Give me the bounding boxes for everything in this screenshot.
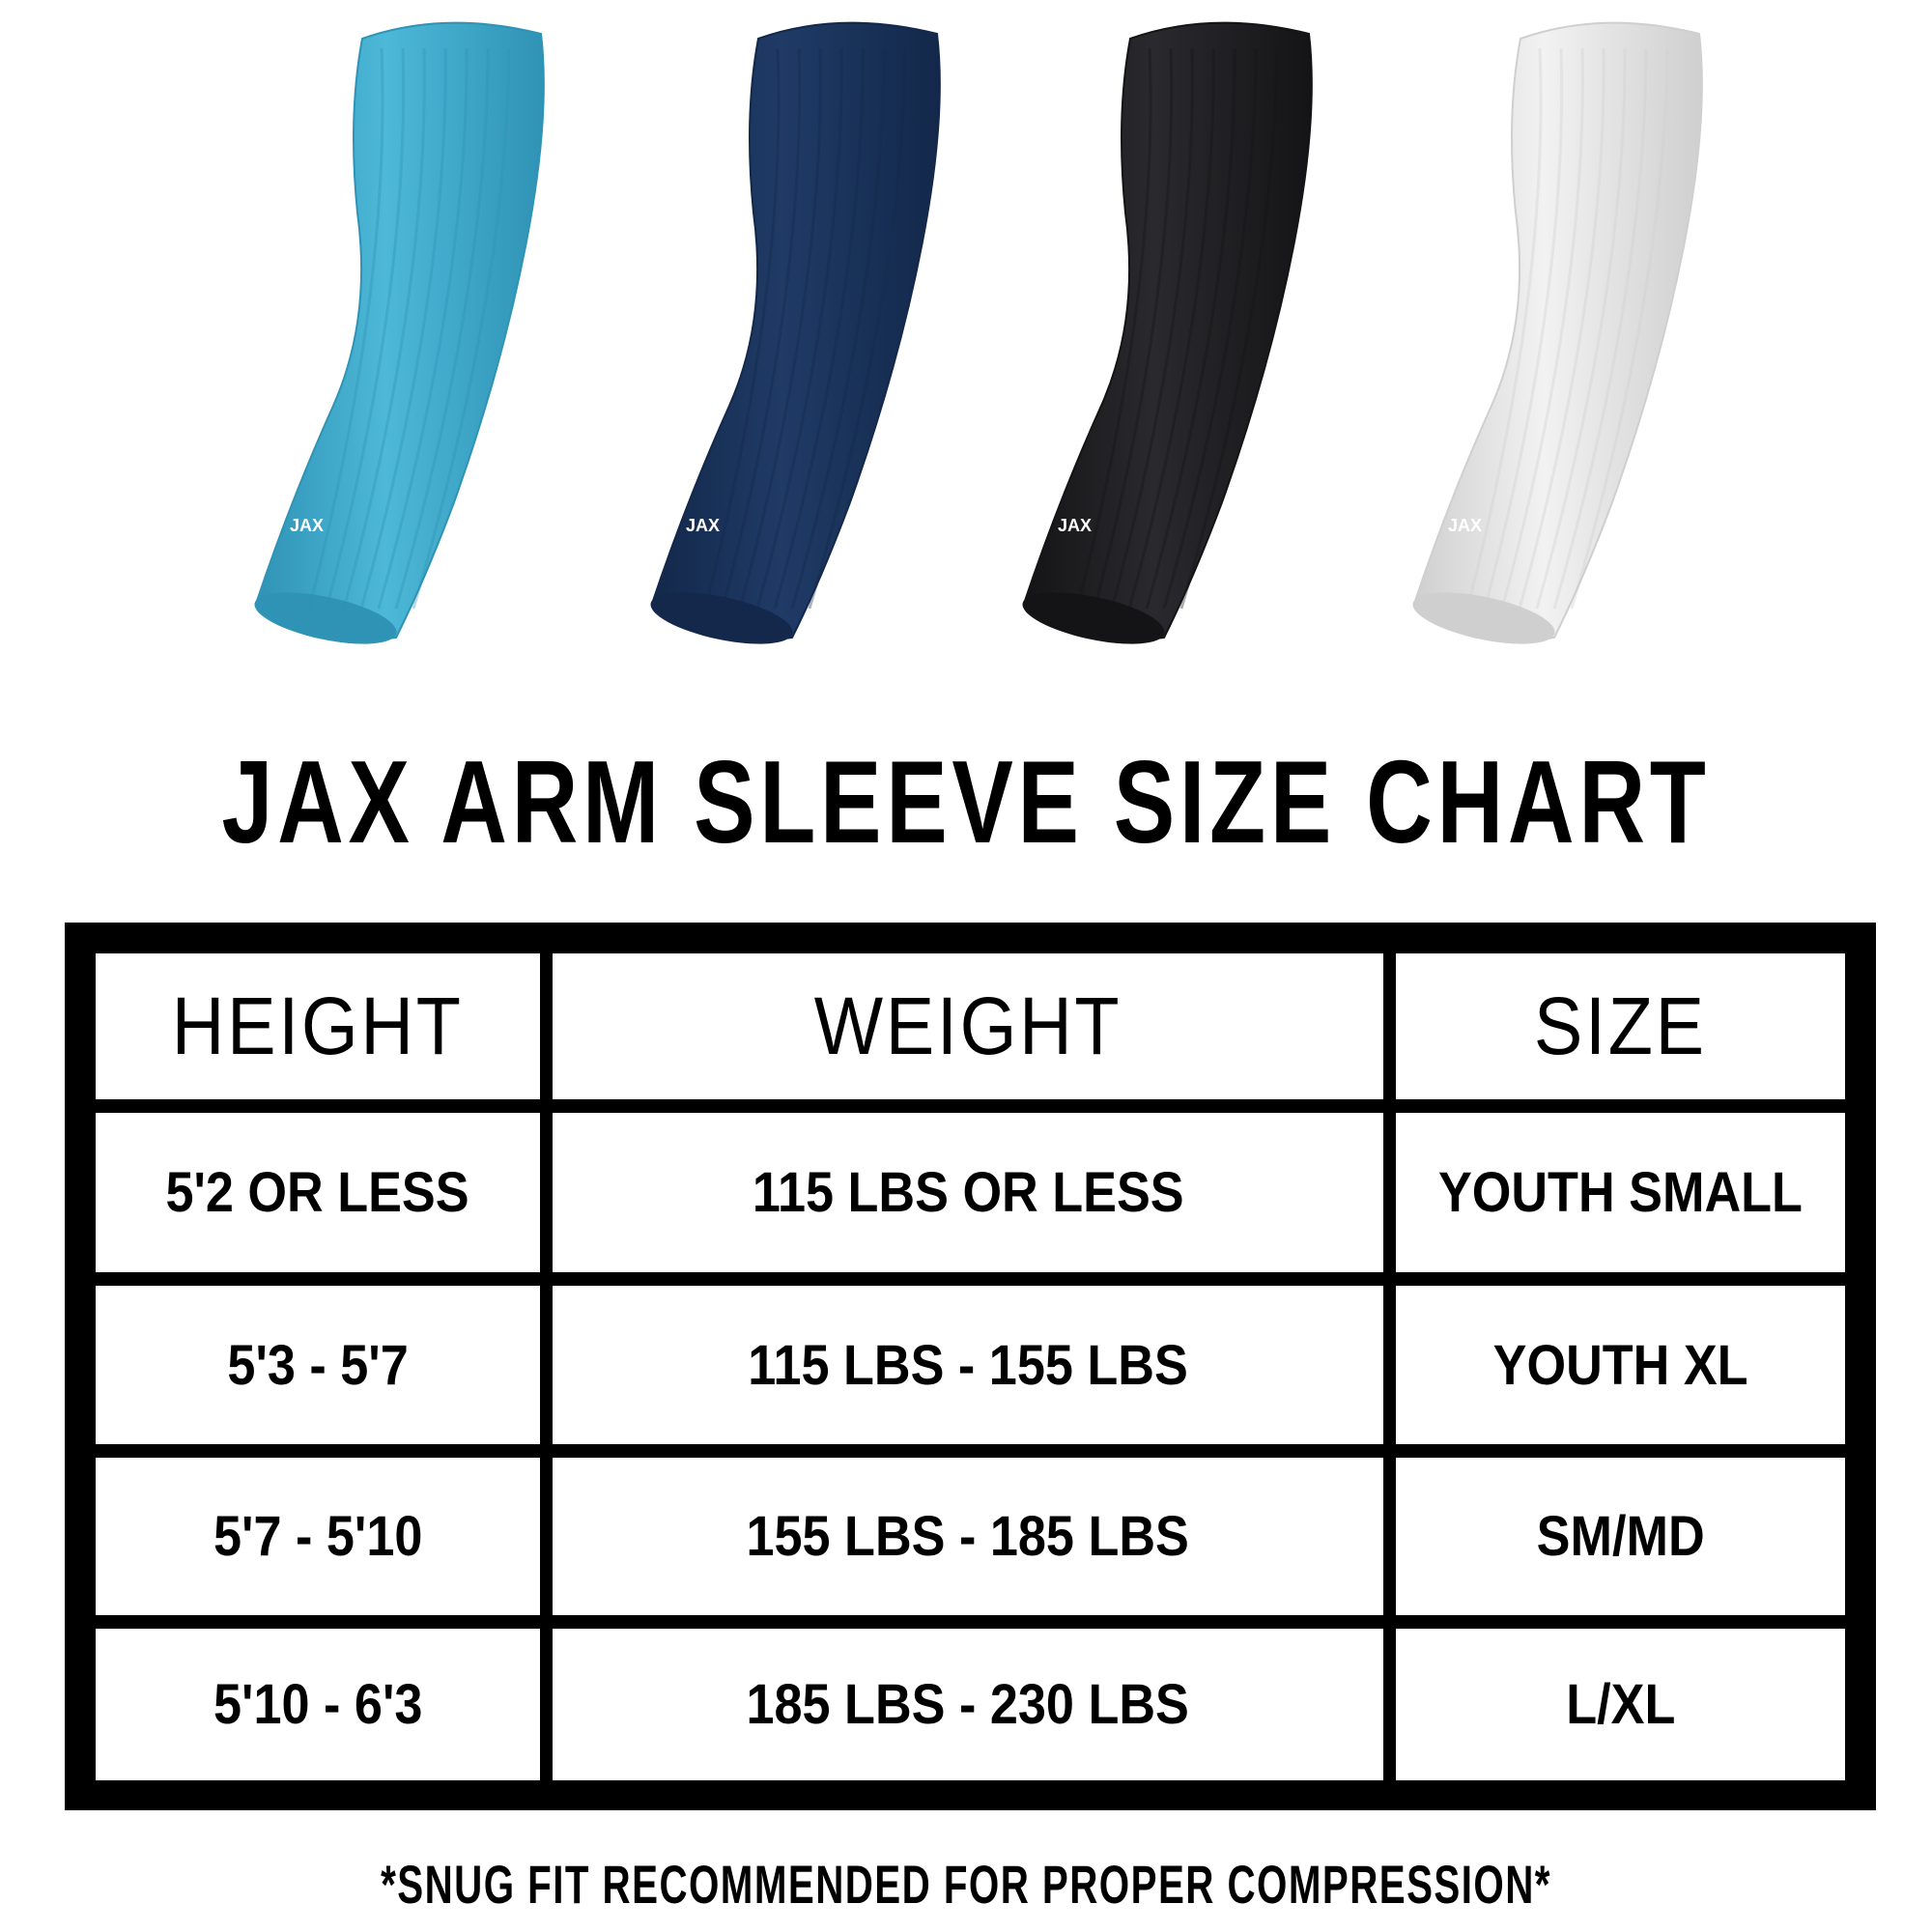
cell-text: 5'10 - 6'3 (213, 1673, 423, 1736)
sleeve-logo: JAX (686, 516, 720, 535)
table-cell: YOUTH XL (1396, 1286, 1845, 1444)
table-cell: 5'10 - 6'3 (96, 1629, 540, 1780)
cell-text: YOUTH XL (1492, 1333, 1748, 1397)
cell-text: 115 LBS - 155 LBS (748, 1333, 1188, 1397)
cell-text: 5'7 - 5'10 (213, 1505, 423, 1568)
cell-text: 5'2 OR LESS (165, 1161, 470, 1224)
sleeve-logo: JAX (290, 516, 324, 535)
column-header: HEIGHT (96, 953, 540, 1099)
sleeve-logo: JAX (1058, 516, 1092, 535)
sleeve-white: JAX (1412, 21, 1703, 644)
sleeve-light-blue: JAX (254, 21, 545, 644)
cell-text: 115 LBS OR LESS (752, 1161, 1184, 1224)
cell-text: 155 LBS - 185 LBS (746, 1505, 1190, 1568)
table-cell: YOUTH SMALL (1396, 1113, 1845, 1272)
table-cell: L/XL (1396, 1629, 1845, 1780)
fit-note: *SNUG FIT RECOMMENDED FOR PROPER COMPRES… (381, 1854, 1551, 1915)
column-header: WEIGHT (553, 953, 1383, 1099)
table-cell: 115 LBS OR LESS (553, 1113, 1383, 1272)
sleeve-black: JAX (1022, 21, 1313, 644)
cell-text: L/XL (1565, 1673, 1676, 1736)
cell-text: 185 LBS - 230 LBS (746, 1673, 1190, 1736)
table-cell: 155 LBS - 185 LBS (553, 1458, 1383, 1615)
sleeve-product-images: JAX JAX JAX JAX (254, 21, 1703, 644)
sleeve-logo: JAX (1448, 516, 1482, 535)
table-cell: SM/MD (1396, 1458, 1845, 1615)
table-cell: 185 LBS - 230 LBS (553, 1629, 1383, 1780)
cell-text: 5'3 - 5'7 (227, 1333, 409, 1397)
cell-text: SIZE (1534, 980, 1707, 1071)
table-cell: 5'3 - 5'7 (96, 1286, 540, 1444)
size-chart-table: HEIGHT WEIGHT SIZE 5'2 OR LESS 115 LBS OR LE… (65, 923, 1876, 1810)
table-cell: 5'7 - 5'10 (96, 1458, 540, 1615)
page-title: JAX ARM SLEEVE SIZE CHART (221, 736, 1711, 867)
cell-text: WEIGHT (813, 980, 1122, 1071)
table-cell: 5'2 OR LESS (96, 1113, 540, 1272)
table-cell: 115 LBS - 155 LBS (553, 1286, 1383, 1444)
sleeve-navy: JAX (650, 21, 941, 644)
column-header: SIZE (1396, 953, 1845, 1099)
cell-text: YOUTH SMALL (1438, 1161, 1803, 1224)
cell-text: HEIGHT (172, 980, 464, 1071)
cell-text: SM/MD (1536, 1505, 1705, 1568)
